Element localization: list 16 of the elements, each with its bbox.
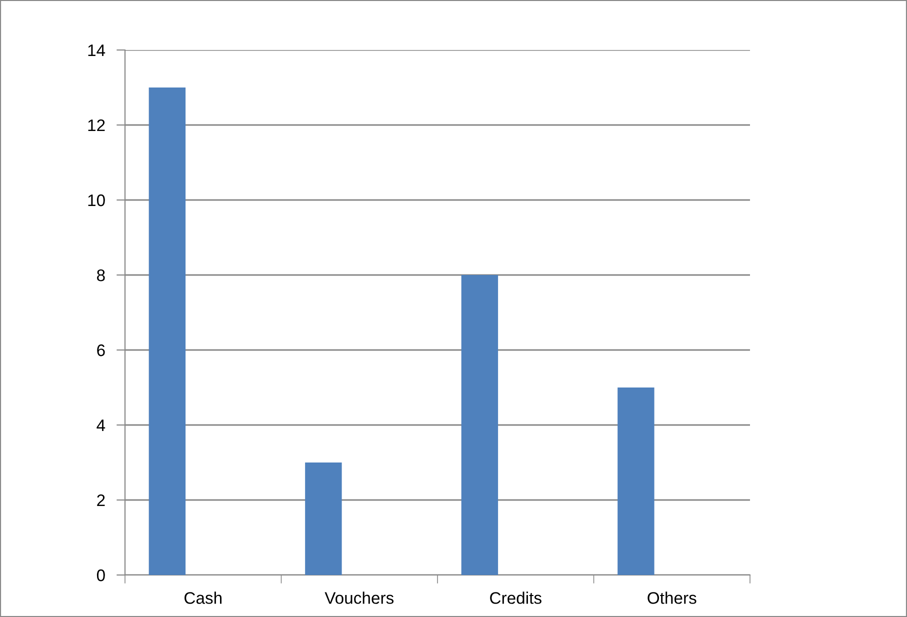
y-tick-label: 6 [97, 344, 105, 356]
x-tick-label: Others [648, 592, 696, 604]
y-tick-label: 10 [88, 194, 105, 206]
y-tick-label: 4 [96, 420, 106, 432]
bar [461, 275, 498, 575]
x-tick-label: Cash [184, 592, 222, 604]
y-tick-label: 2 [97, 494, 105, 506]
y-tick-label: 14 [88, 44, 106, 56]
bar [618, 388, 654, 575]
bar [148, 88, 186, 575]
x-tick-label: Vouchers [324, 592, 394, 604]
y-tick-label: 12 [88, 119, 105, 132]
y-tick-label: 8 [97, 269, 105, 282]
y-tick-label: 0 [96, 569, 105, 582]
bar [305, 462, 342, 575]
x-tick-label: Credits [490, 592, 542, 604]
